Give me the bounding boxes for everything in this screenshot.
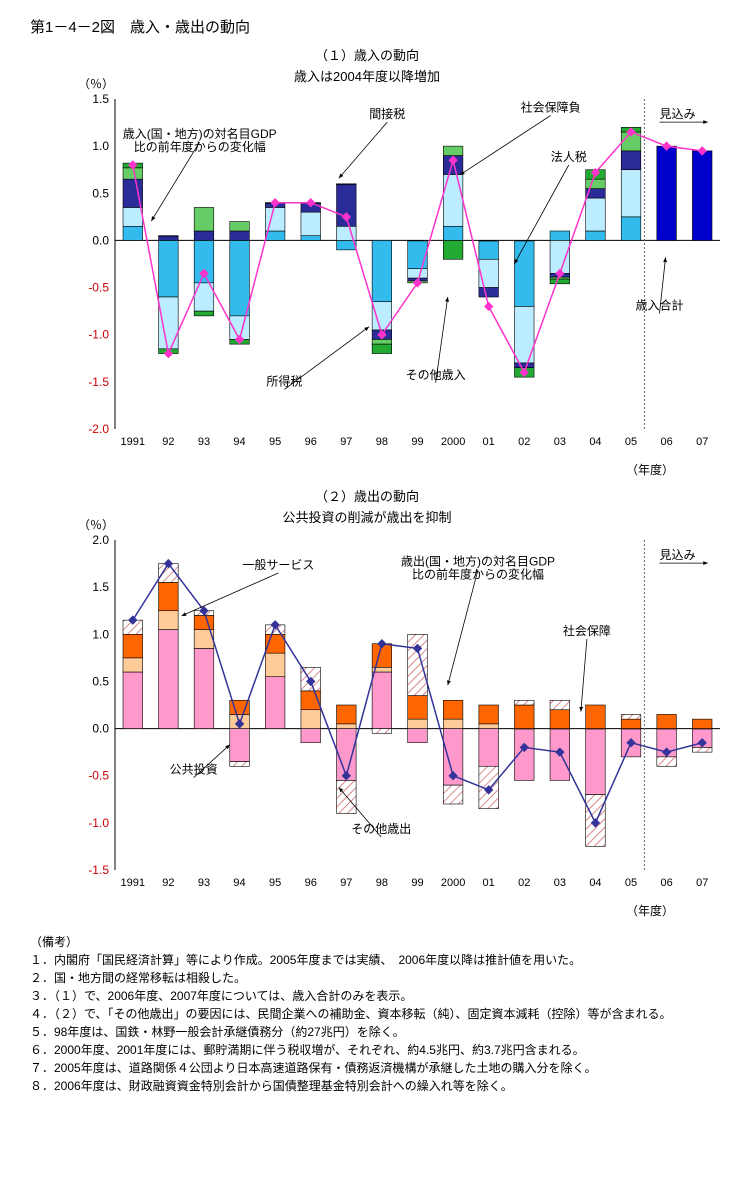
svg-text:0.0: 0.0 [92,722,109,736]
svg-text:1991: 1991 [121,436,145,448]
svg-text:03: 03 [554,877,566,889]
notes-section: （備考） １．内閣府「国民経済計算」等により作成。2005年度までは実績、 20… [30,933,704,1095]
svg-text:97: 97 [340,436,352,448]
svg-text:98: 98 [376,877,388,889]
chart2-subtitle: 公共投資の削減が歳出を抑制 [30,507,704,526]
svg-text:1991: 1991 [121,877,145,889]
svg-text:06: 06 [660,436,672,448]
svg-text:99: 99 [411,877,423,889]
svg-text:-1.5: -1.5 [88,863,109,877]
chart2-title: （２）歳出の動向 [30,486,704,505]
note-item: ２．国・地方間の経常移転は相殺した。 [30,969,672,987]
svg-text:0.5: 0.5 [92,674,109,688]
svg-text:05: 05 [625,436,637,448]
svg-text:05: 05 [625,877,637,889]
svg-text:95: 95 [269,436,281,448]
svg-text:92: 92 [162,436,174,448]
svg-text:92: 92 [162,877,174,889]
svg-text:03: 03 [554,436,566,448]
svg-text:0.5: 0.5 [92,186,109,200]
svg-text:その他歳出: その他歳出 [351,822,411,836]
svg-text:0.0: 0.0 [92,233,109,247]
chart1-ylabel: （％） [78,75,114,92]
chart1-svg: -2.0 -1.5 -1.0 -0.5 0.0 0.5 1.0 1.5 1991 92 93 94 95… [70,89,730,459]
svg-text:96: 96 [305,436,317,448]
chart2-svg: -1.5 -1.0 -0.5 0.0 0.5 1.0 1.5 2.0 1991 92 93 94 95 9… [70,530,730,900]
chart1-subtitle: 歳入は2004年度以降増加 [30,66,704,85]
svg-text:-2.0: -2.0 [88,422,109,436]
svg-text:93: 93 [198,877,210,889]
svg-text:所得税: 所得税 [266,373,302,388]
svg-text:07: 07 [696,877,708,889]
svg-text:97: 97 [340,877,352,889]
svg-text:94: 94 [233,877,245,889]
svg-text:歳入合計: 歳入合計 [635,298,683,313]
note-item: １．内閣府「国民経済計算」等により作成。2005年度までは実績、 2006年度以… [30,951,672,969]
notes-head: （備考） [30,933,78,951]
svg-text:見込み: 見込み [660,107,696,121]
svg-text:歳入(国・地方)の対名目GDP: 歳入(国・地方)の対名目GDP [123,126,277,141]
note-item: ４．（２）で、「その他歳出」の要因には、民間企業への補助金、資本移転（純）、固定… [30,1005,672,1023]
svg-text:間接税: 間接税 [369,106,405,121]
svg-text:02: 02 [518,436,530,448]
svg-text:2000: 2000 [441,877,465,889]
svg-text:一般サービス: 一般サービス [242,557,314,572]
svg-text:02: 02 [518,877,530,889]
chart2-xlabel: （年度） [30,902,674,919]
svg-text:95: 95 [269,877,281,889]
note-item: ３．（１）で、2006年度、2007年度については、歳入合計のみを表示。 [30,987,672,1005]
chart1-title: （１）歳入の動向 [30,45,704,64]
chart2-ylabel: （％） [78,516,114,533]
note-item: ５．98年度は、国鉄・林野一般会計承継債務分（約27兆円）を除く。 [30,1023,672,1041]
svg-text:1.0: 1.0 [92,139,109,153]
note-item: ７．2005年度は、道路関係４公団より日本高速道路保有・債務返済機構が承継した土… [30,1059,672,1077]
svg-text:-0.5: -0.5 [88,281,109,295]
svg-text:社会保障負: 社会保障負 [521,100,581,115]
svg-text:01: 01 [483,877,495,889]
svg-text:96: 96 [305,877,317,889]
svg-text:01: 01 [483,436,495,448]
svg-text:2.0: 2.0 [92,533,109,547]
svg-text:歳出(国・地方)の対名目GDP: 歳出(国・地方)の対名目GDP [401,554,555,569]
svg-text:04: 04 [589,436,601,448]
svg-text:-1.5: -1.5 [88,375,109,389]
note-item: ８．2006年度は、財政融資資金特別会計から国債整理基金特別会計への繰入れ等を除… [30,1077,672,1095]
svg-text:93: 93 [198,436,210,448]
chart1-xlabel: （年度） [30,461,674,478]
svg-text:2000: 2000 [441,436,465,448]
svg-text:1.5: 1.5 [92,580,109,594]
note-item: ６．2000年度、2001年度には、郵貯満期に伴う税収増が、それぞれ、約4.5兆… [30,1041,672,1059]
svg-text:1.5: 1.5 [92,92,109,106]
svg-text:その他歳入: その他歳入 [406,368,466,382]
svg-text:04: 04 [589,877,601,889]
svg-text:-0.5: -0.5 [88,769,109,783]
svg-text:-1.0: -1.0 [88,328,109,342]
figure-title: 第1－4－2図 歳入・歳出の動向 [30,16,704,37]
svg-text:99: 99 [411,436,423,448]
svg-text:1.0: 1.0 [92,627,109,641]
svg-text:法人税: 法人税 [551,150,587,164]
svg-text:社会保障: 社会保障 [563,623,611,638]
svg-text:94: 94 [233,436,245,448]
svg-text:06: 06 [660,877,672,889]
svg-text:-1.0: -1.0 [88,816,109,830]
svg-text:比の前年度からの変化幅: 比の前年度からの変化幅 [412,567,544,582]
svg-text:比の前年度からの変化幅: 比の前年度からの変化幅 [134,139,266,154]
svg-text:見込み: 見込み [660,548,696,562]
svg-text:98: 98 [376,436,388,448]
notes-body: １．内閣府「国民経済計算」等により作成。2005年度までは実績、 2006年度以… [30,951,672,1095]
svg-text:公共投資: 公共投資 [170,762,218,777]
svg-text:07: 07 [696,436,708,448]
